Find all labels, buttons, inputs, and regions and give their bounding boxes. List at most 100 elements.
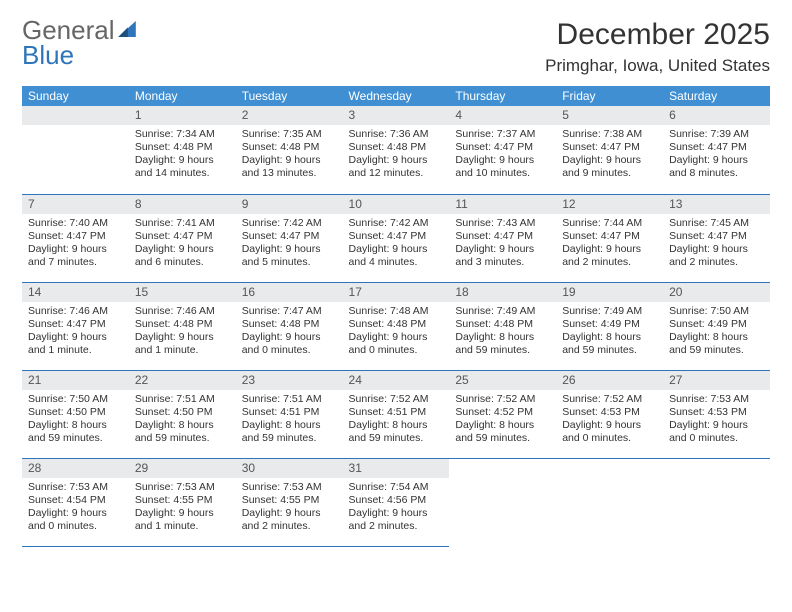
calendar-day-cell: 13Sunrise: 7:45 AMSunset: 4:47 PMDayligh…	[663, 194, 770, 282]
calendar-day-cell	[556, 458, 663, 546]
day-details: Sunrise: 7:44 AMSunset: 4:47 PMDaylight:…	[556, 214, 663, 274]
sunset-text: Sunset: 4:51 PM	[349, 406, 444, 419]
daylight-text: Daylight: 9 hours and 13 minutes.	[242, 154, 337, 180]
weekday-header: Wednesday	[343, 86, 450, 106]
sunset-text: Sunset: 4:47 PM	[135, 230, 230, 243]
calendar-day-cell: 3Sunrise: 7:36 AMSunset: 4:48 PMDaylight…	[343, 106, 450, 194]
daylight-text: Daylight: 9 hours and 5 minutes.	[242, 243, 337, 269]
calendar-day-cell: 27Sunrise: 7:53 AMSunset: 4:53 PMDayligh…	[663, 370, 770, 458]
sunset-text: Sunset: 4:47 PM	[669, 230, 764, 243]
day-number: 9	[236, 195, 343, 214]
day-details: Sunrise: 7:53 AMSunset: 4:54 PMDaylight:…	[22, 478, 129, 538]
calendar-day-cell	[22, 106, 129, 194]
calendar-week-row: 7Sunrise: 7:40 AMSunset: 4:47 PMDaylight…	[22, 194, 770, 282]
day-details: Sunrise: 7:42 AMSunset: 4:47 PMDaylight:…	[343, 214, 450, 274]
calendar-day-cell: 11 Sunrise: 7:43 AMSunset: 4:47 PMDayligh…	[449, 194, 556, 282]
day-number: 21	[22, 371, 129, 390]
sunrise-text: Sunrise: 7:40 AM	[28, 217, 123, 230]
day-number: 28	[22, 459, 129, 478]
daylight-text: Daylight: 9 hours and 14 minutes.	[135, 154, 230, 180]
weekday-header-row: SundayMondayTuesdayWednesdayThursdayFrid…	[22, 86, 770, 106]
day-number: 11	[449, 195, 556, 214]
daylight-text: Daylight: 8 hours and 59 minutes.	[455, 331, 550, 357]
sunset-text: Sunset: 4:50 PM	[135, 406, 230, 419]
brand-part2: Blue	[22, 40, 74, 70]
sunset-text: Sunset: 4:52 PM	[455, 406, 550, 419]
calendar-day-cell: 24Sunrise: 7:52 AMSunset: 4:51 PMDayligh…	[343, 370, 450, 458]
weekday-header: Tuesday	[236, 86, 343, 106]
sunset-text: Sunset: 4:48 PM	[135, 141, 230, 154]
calendar-day-cell: 25Sunrise: 7:52 AMSunset: 4:52 PMDayligh…	[449, 370, 556, 458]
day-details: Sunrise: 7:48 AMSunset: 4:48 PMDaylight:…	[343, 302, 450, 362]
day-number: 18	[449, 283, 556, 302]
sunrise-text: Sunrise: 7:50 AM	[28, 393, 123, 406]
day-details: Sunrise: 7:46 AMSunset: 4:48 PMDaylight:…	[129, 302, 236, 362]
day-details: Sunrise: 7:37 AMSunset: 4:47 PMDaylight:…	[449, 125, 556, 185]
sunrise-text: Sunrise: 7:53 AM	[28, 481, 123, 494]
day-number: 22	[129, 371, 236, 390]
sunrise-text: Sunrise: 7:37 AM	[455, 128, 550, 141]
sunset-text: Sunset: 4:53 PM	[669, 406, 764, 419]
daylight-text: Daylight: 9 hours and 1 minute.	[135, 331, 230, 357]
sunset-text: Sunset: 4:48 PM	[242, 318, 337, 331]
calendar-day-cell: 5Sunrise: 7:38 AMSunset: 4:47 PMDaylight…	[556, 106, 663, 194]
daylight-text: Daylight: 8 hours and 59 minutes.	[349, 419, 444, 445]
sunset-text: Sunset: 4:55 PM	[242, 494, 337, 507]
daylight-text: Daylight: 9 hours and 3 minutes.	[455, 243, 550, 269]
calendar-week-row: 28Sunrise: 7:53 AMSunset: 4:54 PMDayligh…	[22, 458, 770, 546]
title-block: December 2025 Primghar, Iowa, United Sta…	[545, 18, 770, 76]
day-details: Sunrise: 7:38 AMSunset: 4:47 PMDaylight:…	[556, 125, 663, 185]
day-details: Sunrise: 7:53 AMSunset: 4:53 PMDaylight:…	[663, 390, 770, 450]
day-number: 14	[22, 283, 129, 302]
calendar-day-cell: 16Sunrise: 7:47 AMSunset: 4:48 PMDayligh…	[236, 282, 343, 370]
weekday-header: Friday	[556, 86, 663, 106]
sunrise-text: Sunrise: 7:52 AM	[562, 393, 657, 406]
daylight-text: Daylight: 8 hours and 59 minutes.	[562, 331, 657, 357]
daylight-text: Daylight: 9 hours and 1 minute.	[135, 507, 230, 533]
calendar-day-cell: 1Sunrise: 7:34 AMSunset: 4:48 PMDaylight…	[129, 106, 236, 194]
calendar-day-cell: 18Sunrise: 7:49 AMSunset: 4:48 PMDayligh…	[449, 282, 556, 370]
daylight-text: Daylight: 9 hours and 2 minutes.	[242, 507, 337, 533]
day-number: 27	[663, 371, 770, 390]
day-details: Sunrise: 7:51 AMSunset: 4:51 PMDaylight:…	[236, 390, 343, 450]
sunrise-text: Sunrise: 7:43 AM	[455, 217, 550, 230]
calendar-day-cell: 28Sunrise: 7:53 AMSunset: 4:54 PMDayligh…	[22, 458, 129, 546]
sunrise-text: Sunrise: 7:39 AM	[669, 128, 764, 141]
day-details: Sunrise: 7:52 AMSunset: 4:53 PMDaylight:…	[556, 390, 663, 450]
day-details: Sunrise: 7:52 AMSunset: 4:51 PMDaylight:…	[343, 390, 450, 450]
day-details: Sunrise: 7:46 AMSunset: 4:47 PMDaylight:…	[22, 302, 129, 362]
sunset-text: Sunset: 4:55 PM	[135, 494, 230, 507]
day-number: 25	[449, 371, 556, 390]
sunrise-text: Sunrise: 7:41 AM	[135, 217, 230, 230]
daylight-text: Daylight: 9 hours and 8 minutes.	[669, 154, 764, 180]
sunrise-text: Sunrise: 7:54 AM	[349, 481, 444, 494]
daylight-text: Daylight: 8 hours and 59 minutes.	[455, 419, 550, 445]
calendar-day-cell: 20Sunrise: 7:50 AMSunset: 4:49 PMDayligh…	[663, 282, 770, 370]
day-number: 16	[236, 283, 343, 302]
sunset-text: Sunset: 4:47 PM	[669, 141, 764, 154]
sunset-text: Sunset: 4:53 PM	[562, 406, 657, 419]
brand-logo: GeneralBlue	[22, 18, 137, 67]
calendar-day-cell: 10Sunrise: 7:42 AMSunset: 4:47 PMDayligh…	[343, 194, 450, 282]
sunset-text: Sunset: 4:47 PM	[455, 141, 550, 154]
sunrise-text: Sunrise: 7:50 AM	[669, 305, 764, 318]
calendar-day-cell: 12Sunrise: 7:44 AMSunset: 4:47 PMDayligh…	[556, 194, 663, 282]
daylight-text: Daylight: 8 hours and 59 minutes.	[28, 419, 123, 445]
day-number: 6	[663, 106, 770, 125]
calendar-day-cell: 15Sunrise: 7:46 AMSunset: 4:48 PMDayligh…	[129, 282, 236, 370]
sunset-text: Sunset: 4:47 PM	[242, 230, 337, 243]
day-number: 24	[343, 371, 450, 390]
calendar-day-cell	[663, 458, 770, 546]
sunset-text: Sunset: 4:47 PM	[455, 230, 550, 243]
day-details: Sunrise: 7:36 AMSunset: 4:48 PMDaylight:…	[343, 125, 450, 185]
day-number: 8	[129, 195, 236, 214]
calendar-week-row: 21Sunrise: 7:50 AMSunset: 4:50 PMDayligh…	[22, 370, 770, 458]
sunset-text: Sunset: 4:47 PM	[28, 318, 123, 331]
calendar-day-cell: 6 Sunrise: 7:39 AMSunset: 4:47 PMDaylight…	[663, 106, 770, 194]
day-details: Sunrise: 7:51 AMSunset: 4:50 PMDaylight:…	[129, 390, 236, 450]
day-number: 1	[129, 106, 236, 125]
sunrise-text: Sunrise: 7:44 AM	[562, 217, 657, 230]
sunrise-text: Sunrise: 7:51 AM	[242, 393, 337, 406]
sunset-text: Sunset: 4:50 PM	[28, 406, 123, 419]
calendar-week-row: 1Sunrise: 7:34 AMSunset: 4:48 PMDaylight…	[22, 106, 770, 194]
